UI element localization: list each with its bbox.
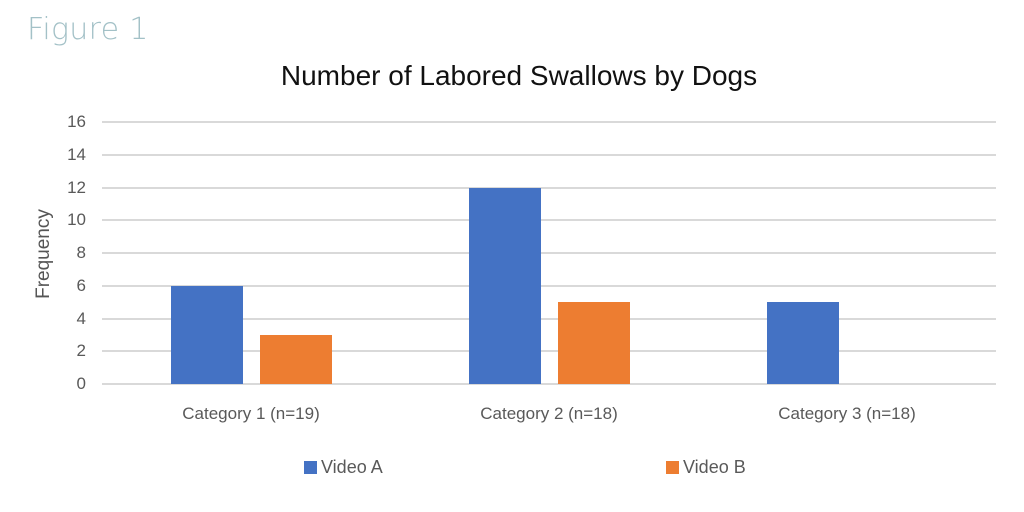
legend-swatch-icon <box>304 461 317 474</box>
bar-video-a <box>170 285 243 384</box>
plot-area: 0 2 4 6 8 10 12 14 16 <box>67 112 996 393</box>
x-category-label: Category 2 (n=18) <box>480 404 618 423</box>
legend-swatch-icon <box>666 461 679 474</box>
legend-item: Video A <box>304 457 383 478</box>
gridline <box>102 186 996 189</box>
figure-label: Figure 1 <box>27 12 149 47</box>
legend-item: Video B <box>666 457 746 478</box>
y-tick-label: 12 <box>67 177 86 197</box>
gridline <box>102 350 996 353</box>
y-tick-label: 0 <box>76 374 86 393</box>
y-tick-label: 14 <box>67 144 86 164</box>
y-tick-label: 10 <box>67 210 86 230</box>
legend-label: Video A <box>321 457 383 477</box>
y-tick-label: 6 <box>76 275 86 295</box>
y-tick-label: 8 <box>76 243 86 262</box>
gridline <box>102 252 996 254</box>
bar-video-b <box>259 334 332 384</box>
x-category-label: Category 3 (n=18) <box>778 404 916 423</box>
x-category-label: Category 1 (n=19) <box>182 404 320 423</box>
legend-label: Video B <box>683 457 746 477</box>
gridline <box>102 284 996 287</box>
gridline <box>102 317 996 320</box>
gridline <box>102 121 996 123</box>
gridline <box>102 383 996 385</box>
y-tick-label: 4 <box>76 308 86 328</box>
bar-video-b <box>557 302 630 384</box>
y-tick-label: 2 <box>76 341 86 361</box>
chart-title: Number of Labored Swallows by Dogs <box>280 60 758 91</box>
bar-video-a <box>468 187 541 384</box>
y-tick-label: 16 <box>67 112 86 131</box>
gridline <box>102 153 996 156</box>
bar-video-a <box>766 302 839 384</box>
gridline <box>102 219 996 222</box>
